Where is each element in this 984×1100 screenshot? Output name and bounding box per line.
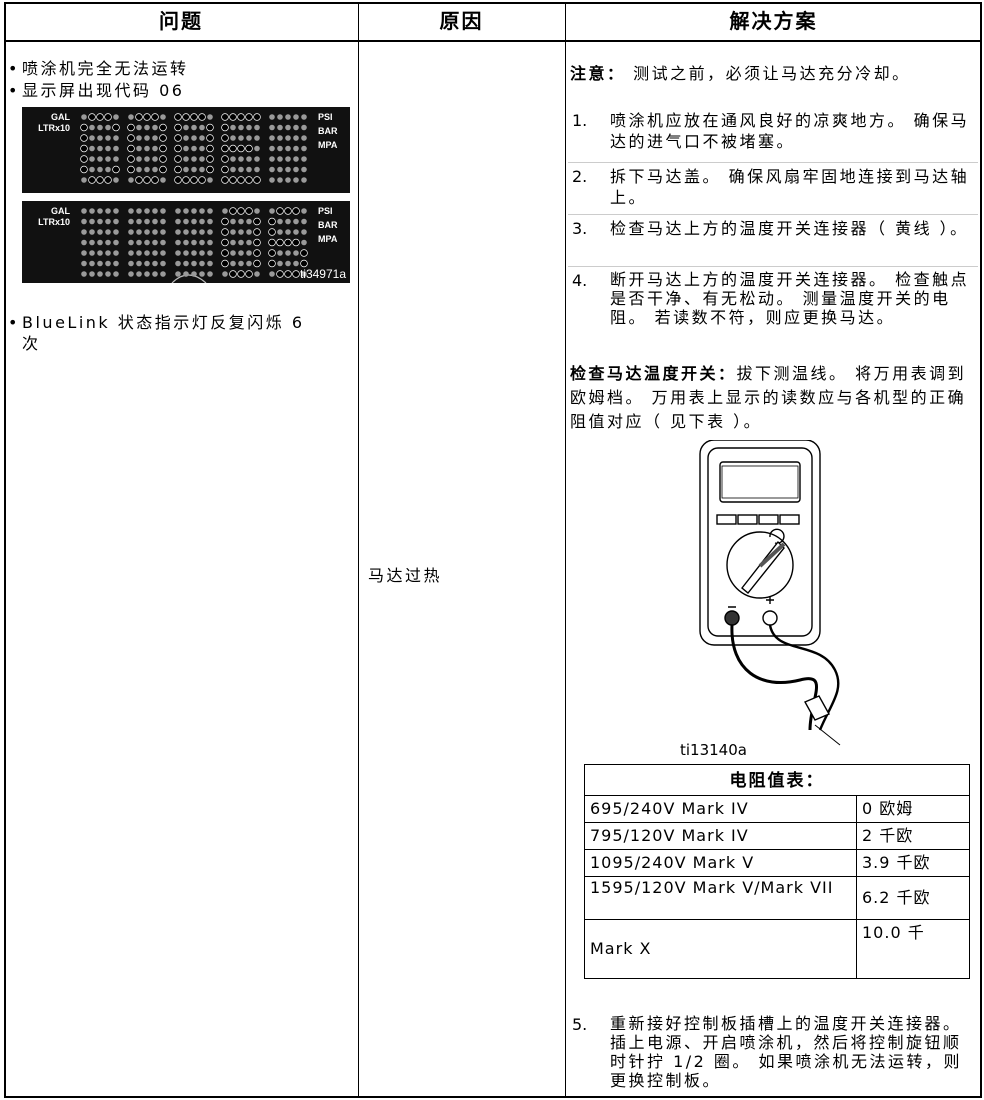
multimeter-figure xyxy=(699,440,841,746)
led-char xyxy=(221,113,261,184)
note-label: 注意： xyxy=(570,64,626,83)
header-cell: 原因 xyxy=(439,9,484,33)
cell: 1095/240V Mark V xyxy=(590,853,755,872)
cell: 10.0 千 xyxy=(862,923,925,942)
display-divider xyxy=(22,193,350,201)
check-text: 拔下测温线。 将万用表调到欧姆档。 万用表上显示的读数应与各机型的正确阻值对应（… xyxy=(570,364,967,431)
border xyxy=(4,2,982,4)
led-blank xyxy=(269,114,307,183)
led-blank xyxy=(81,208,119,277)
unit-label: MPA xyxy=(318,234,338,244)
bullet-text: 喷涂机完全无法运转 xyxy=(22,59,189,78)
led-char xyxy=(268,207,308,278)
border xyxy=(4,1096,982,1098)
led-char xyxy=(80,113,120,184)
col-border xyxy=(856,876,857,920)
border xyxy=(4,2,6,1098)
step-separator xyxy=(568,214,978,215)
check-label: 检查马达温度开关： xyxy=(570,364,737,383)
bullet-mark: • xyxy=(8,81,20,100)
bullet-text: BlueLink 状态指示灯反复闪烁 6 次 xyxy=(22,313,305,353)
unit-label: GAL xyxy=(51,112,71,122)
cell: Mark X xyxy=(590,939,652,958)
unit-label: LTRx10 xyxy=(38,217,70,227)
border xyxy=(565,2,566,1098)
step-text: 喷涂机应放在通风良好的凉爽地方。 确保马达的进气口不被堵塞。 xyxy=(610,111,970,151)
step-number: 5. xyxy=(572,1015,588,1034)
note-text: 测试之前，必须让马达充分冷却。 xyxy=(633,64,911,83)
led-blank xyxy=(175,208,213,277)
unit-label: MPA xyxy=(318,140,338,150)
unit-label: GAL xyxy=(51,206,71,216)
unit-label: BAR xyxy=(318,126,338,136)
step-text: 拆下马达盖。 确保风扇牢固地连接到马达轴上。 xyxy=(610,167,970,207)
step-text: 断开马达上方的温度开关连接器。 检查触点是否干净、有无松动。 测量温度开关的电阻… xyxy=(610,270,970,327)
note: 注意： 测试之前，必须让马达充分冷却。 xyxy=(570,63,975,84)
border xyxy=(358,2,359,1098)
cause-text: 马达过热 xyxy=(368,566,443,585)
resistance-table: 电阻值表： 695/240V Mark IV 0 欧姆 795/120V Mark I… xyxy=(584,764,972,1004)
bullet-text: 显示屏出现代码 06 xyxy=(22,81,185,100)
cell: 2 千欧 xyxy=(862,826,914,845)
bullet-mark: • xyxy=(8,59,20,78)
cell: 3.9 千欧 xyxy=(862,853,931,872)
table-title: 电阻值表： xyxy=(584,764,970,796)
col-border xyxy=(856,919,857,979)
border xyxy=(4,40,982,42)
step-text: 重新接好控制板插槽上的温度开关连接器。 插上电源、开启喷涂机，然后将控制旋钮顺时… xyxy=(610,1014,963,1090)
row-border xyxy=(584,919,970,979)
led-char xyxy=(221,207,261,278)
step-number: 1. xyxy=(572,111,588,130)
cell: 795/120V Mark IV xyxy=(590,826,749,845)
unit-label: PSI xyxy=(318,206,333,216)
unit-label: PSI xyxy=(318,112,333,122)
header-cell: 问题 xyxy=(159,9,203,33)
step-separator xyxy=(568,162,978,163)
display-figure: GALLTRx10PSIBARMPAGALLTRx10PSIBARMPAti34… xyxy=(22,107,350,283)
unit-label: LTRx10 xyxy=(38,123,70,133)
bullet-mark: • xyxy=(8,313,20,332)
led-blank xyxy=(128,208,166,277)
step-number: 2. xyxy=(572,167,588,186)
led-char xyxy=(174,113,214,184)
header-cell: 解决方案 xyxy=(729,9,818,33)
step-number: 4. xyxy=(572,271,588,290)
cell: 695/240V Mark IV xyxy=(590,799,749,818)
check-paragraph: 检查马达温度开关：拔下测温线。 将万用表调到欧姆档。 万用表上显示的读数应与各机… xyxy=(570,362,978,434)
cell: 0 欧姆 xyxy=(862,799,914,818)
step-separator xyxy=(568,266,978,267)
col-border xyxy=(856,795,857,823)
cell: 1595/120V Mark V/Mark VII xyxy=(590,878,834,897)
border xyxy=(980,2,982,1098)
step-number: 3. xyxy=(572,219,588,238)
col-border xyxy=(856,822,857,850)
cell: 6.2 千欧 xyxy=(862,888,931,907)
figure-id: ti34971a xyxy=(300,267,346,281)
unit-label: BAR xyxy=(318,220,338,230)
figure-id: ti13140a xyxy=(680,741,747,759)
col-border xyxy=(856,849,857,877)
step-text: 检查马达上方的温度开关连接器（ 黄线 ）。 xyxy=(610,219,969,238)
led-char xyxy=(127,113,167,184)
